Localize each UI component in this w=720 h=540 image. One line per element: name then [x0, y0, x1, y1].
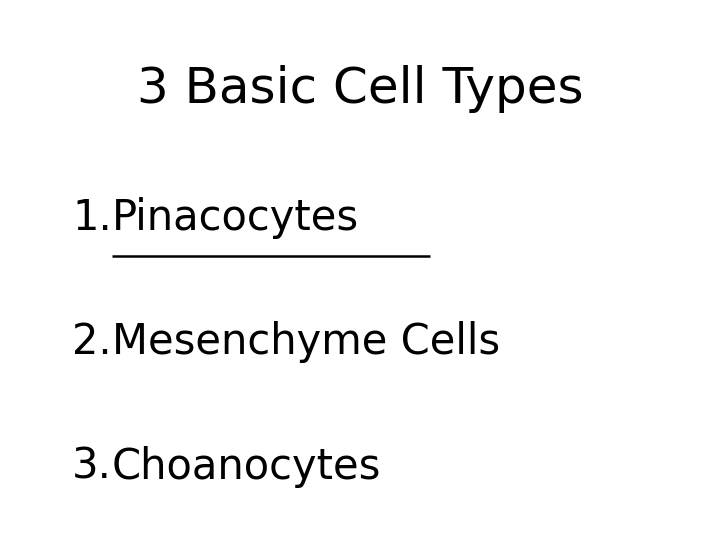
Text: Mesenchyme Cells: Mesenchyme Cells [112, 321, 500, 363]
Text: 1.: 1. [72, 197, 112, 239]
Text: 3 Basic Cell Types: 3 Basic Cell Types [137, 65, 583, 113]
Text: 2.: 2. [72, 321, 112, 363]
Text: Choanocytes: Choanocytes [112, 446, 381, 488]
Text: 3.: 3. [72, 446, 112, 488]
Text: Pinacocytes: Pinacocytes [112, 197, 359, 239]
